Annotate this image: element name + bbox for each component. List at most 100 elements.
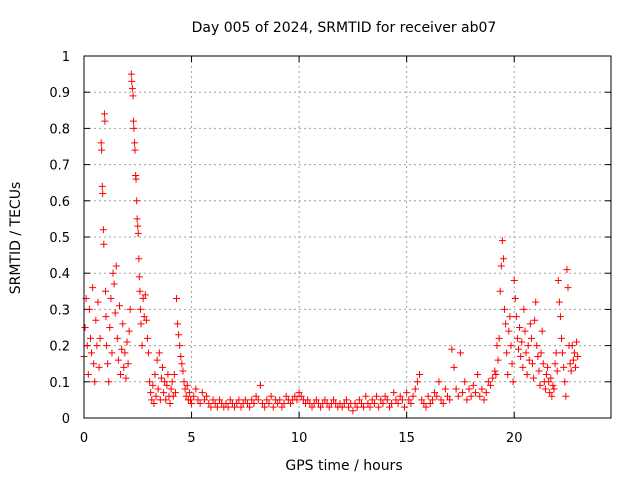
data-point <box>510 276 518 284</box>
y-tick-label: 0.9 <box>49 86 70 101</box>
data-point <box>261 403 269 411</box>
data-point <box>127 70 135 78</box>
data-point <box>297 392 305 400</box>
data-point <box>431 389 439 397</box>
data-point <box>147 389 155 397</box>
data-point <box>86 334 94 342</box>
data-point <box>370 400 378 408</box>
data-point <box>403 389 411 397</box>
data-point <box>507 342 515 350</box>
data-point <box>131 146 139 154</box>
data-point <box>411 385 419 393</box>
data-point <box>108 349 116 357</box>
data-point <box>520 305 528 313</box>
data-point <box>390 389 398 397</box>
data-point <box>151 371 159 379</box>
data-point <box>559 349 567 357</box>
data-point <box>194 396 202 404</box>
data-point <box>533 342 541 350</box>
data-point <box>552 349 560 357</box>
data-point <box>157 374 165 382</box>
data-point <box>317 403 325 411</box>
data-point <box>515 345 523 353</box>
data-point <box>509 378 517 386</box>
data-point <box>508 360 516 368</box>
data-point <box>231 403 239 411</box>
data-point <box>499 255 507 263</box>
data-point <box>560 363 568 371</box>
data-point <box>129 117 137 125</box>
data-point <box>161 378 169 386</box>
data-point <box>377 396 385 404</box>
data-point <box>115 302 123 310</box>
data-point <box>250 400 258 408</box>
data-point <box>381 392 389 400</box>
data-point <box>541 385 549 393</box>
data-point <box>88 349 96 357</box>
data-point <box>278 403 286 411</box>
y-tick-label: 0.4 <box>49 267 70 282</box>
data-point <box>128 85 136 93</box>
data-point <box>209 396 217 404</box>
data-point <box>233 400 241 408</box>
data-point <box>113 334 121 342</box>
data-point <box>103 342 111 350</box>
data-point <box>547 374 555 382</box>
data-point <box>131 139 139 147</box>
x-tick-label: 20 <box>506 431 523 446</box>
data-point <box>452 385 460 393</box>
x-tick-label: 0 <box>80 431 88 446</box>
data-point <box>338 403 346 411</box>
x-tick-label: 5 <box>187 431 195 446</box>
data-point <box>521 327 529 335</box>
data-point <box>107 295 115 303</box>
y-tick-label: 0.3 <box>49 303 70 318</box>
data-point <box>224 403 232 411</box>
data-point <box>95 363 103 371</box>
data-point <box>286 400 294 408</box>
data-point <box>136 305 144 313</box>
data-point <box>308 403 316 411</box>
data-point <box>538 327 546 335</box>
data-point <box>340 400 348 408</box>
data-point <box>182 392 190 400</box>
data-point <box>276 396 284 404</box>
data-point <box>549 381 557 389</box>
data-point <box>136 287 144 295</box>
data-point <box>527 334 535 342</box>
data-point <box>117 371 125 379</box>
data-point <box>185 389 193 397</box>
data-point <box>170 371 178 379</box>
data-point <box>132 175 140 183</box>
data-point <box>487 381 495 389</box>
data-point <box>174 320 182 328</box>
plot-frame <box>83 55 612 419</box>
y-tick-label: 0.7 <box>49 159 70 174</box>
data-point <box>566 360 574 368</box>
data-point <box>342 396 350 404</box>
data-point <box>280 400 288 408</box>
data-point <box>243 400 251 408</box>
data-point <box>433 392 441 400</box>
grid <box>84 56 611 418</box>
data-point <box>550 385 558 393</box>
data-point <box>134 222 142 230</box>
data-point <box>138 342 146 350</box>
data-point <box>101 117 109 125</box>
data-point <box>351 400 359 408</box>
data-point <box>355 396 363 404</box>
data-point <box>366 403 374 411</box>
data-point <box>405 396 413 404</box>
data-point <box>130 124 138 132</box>
data-point <box>177 352 185 360</box>
y-tick-label: 0 <box>62 412 70 427</box>
data-point <box>166 400 174 408</box>
data-point <box>304 396 312 404</box>
data-point <box>98 146 106 154</box>
data-point <box>106 324 114 331</box>
data-point <box>128 77 136 85</box>
data-point <box>81 324 89 331</box>
data-point <box>256 381 264 389</box>
data-point <box>222 400 230 408</box>
data-point <box>532 298 540 306</box>
